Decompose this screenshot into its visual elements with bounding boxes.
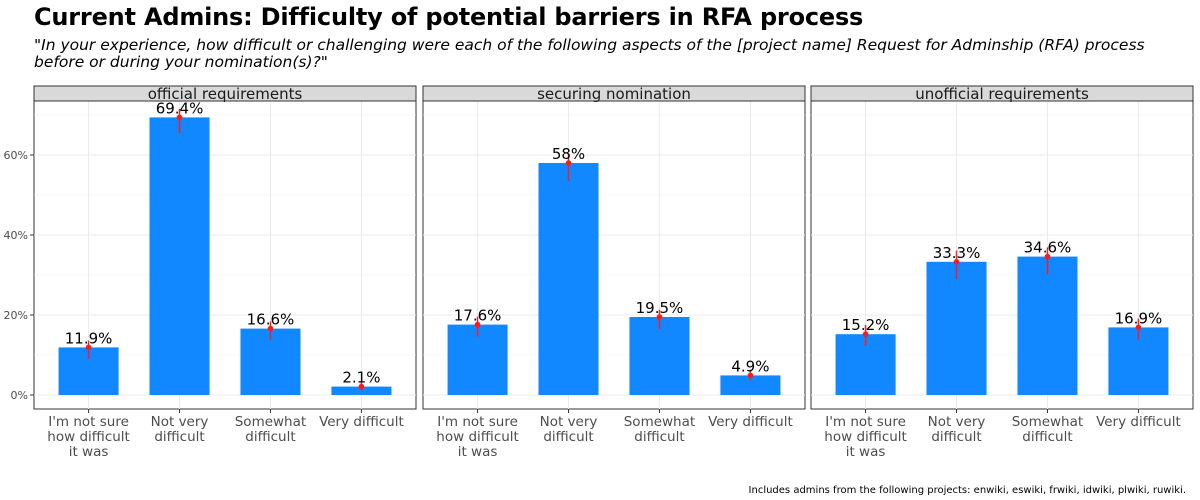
x-tick-label: Somewhat difficult <box>1012 414 1083 445</box>
chart-caption: Includes admins from the following proje… <box>748 485 1186 496</box>
x-tick-label: Very difficult <box>708 414 793 430</box>
bar <box>149 117 210 396</box>
point-estimate <box>358 383 365 390</box>
x-tick-label: Not very difficult <box>540 414 598 445</box>
bar <box>1017 256 1078 395</box>
data-label: 58% <box>552 145 585 163</box>
x-tick-label: I'm not sure how difficult it was <box>824 414 907 460</box>
point-estimate <box>1044 253 1051 260</box>
point-estimate <box>656 314 663 320</box>
y-tick-label: 20% <box>4 309 28 322</box>
x-tick-label: Not very difficult <box>928 414 986 445</box>
bar <box>629 317 690 395</box>
x-tick-label-line: it was <box>69 444 109 460</box>
x-tick-label-line: Not very <box>540 414 598 430</box>
data-label: 17.6% <box>454 307 502 325</box>
facet-strip-label: official requirements <box>148 85 303 103</box>
x-tick-label-line: Very difficult <box>708 414 793 430</box>
facet-strip <box>422 85 806 102</box>
x-tick-label: Very difficult <box>1096 414 1181 430</box>
x-tick-label-line: Somewhat <box>1012 414 1083 430</box>
x-tick-label-line: I'm not sure <box>825 414 906 430</box>
x-tick-label: I'm not sure how difficult it was <box>436 414 519 460</box>
x-tick-label-line: Not very <box>928 414 986 430</box>
point-estimate <box>267 325 274 332</box>
x-tick-label-line: Not very <box>151 414 209 430</box>
x-tick-label-line: how difficult <box>824 429 907 445</box>
point-estimate <box>565 160 572 166</box>
y-tick-label: 60% <box>4 149 28 162</box>
chart-subtitle: "In your experience, how difficult or ch… <box>34 36 1145 71</box>
point-estimate <box>85 344 92 351</box>
x-tick-label-line: difficult <box>1022 429 1072 445</box>
facet-strip <box>810 85 1194 102</box>
x-tick-label-line: difficult <box>931 429 981 445</box>
data-label: 69.4% <box>156 99 204 117</box>
bar <box>538 163 599 395</box>
data-label: 16.9% <box>1115 309 1163 327</box>
x-tick-label-line: Very difficult <box>319 414 404 430</box>
point-estimate <box>474 321 481 328</box>
data-label: 19.5% <box>636 299 684 317</box>
facet-strip-label: unofficial requirements <box>915 85 1089 103</box>
bar <box>926 261 987 395</box>
x-tick-label-line: Very difficult <box>1096 414 1181 430</box>
bar <box>331 386 392 395</box>
x-tick-label-line: Somewhat <box>624 414 695 430</box>
x-tick-label: Not very difficult <box>151 414 209 445</box>
point-estimate <box>176 114 183 121</box>
data-label: 33.3% <box>933 244 981 262</box>
x-tick-label-line: I'm not sure <box>48 414 129 430</box>
data-label: 15.2% <box>842 316 890 334</box>
facet-strip <box>33 85 417 102</box>
point-estimate <box>953 259 960 265</box>
chart-title: Current Admins: Difficulty of potential … <box>34 3 864 31</box>
x-tick-label-line: how difficult <box>436 429 519 445</box>
data-label: 11.9% <box>65 329 113 347</box>
facet-strip-label: securing nomination <box>537 85 691 103</box>
y-tick-label: 40% <box>4 229 28 242</box>
x-tick-label: Somewhat difficult <box>624 414 695 445</box>
x-tick-label-line: I'm not sure <box>437 414 518 430</box>
x-tick-label-line: it was <box>458 444 498 460</box>
x-tick-label: Very difficult <box>319 414 404 430</box>
x-tick-label: Somewhat difficult <box>235 414 306 445</box>
data-label: 16.6% <box>247 311 295 329</box>
point-estimate <box>747 372 754 379</box>
bar <box>720 375 781 395</box>
data-label: 2.1% <box>342 369 380 387</box>
x-tick-label-line: difficult <box>543 429 593 445</box>
x-tick-label-line: how difficult <box>47 429 130 445</box>
x-tick-label-line: Somewhat <box>235 414 306 430</box>
x-tick-label-line: difficult <box>634 429 684 445</box>
x-tick-label-line: it was <box>846 444 886 460</box>
point-estimate <box>862 331 869 338</box>
y-tick-label: 0% <box>11 389 28 402</box>
x-tick-label-line: difficult <box>245 429 295 445</box>
point-estimate <box>1135 324 1142 331</box>
x-tick-label-line: difficult <box>154 429 204 445</box>
x-tick-label: I'm not sure how difficult it was <box>47 414 130 460</box>
data-label: 4.9% <box>731 357 769 375</box>
data-label: 34.6% <box>1024 239 1072 257</box>
